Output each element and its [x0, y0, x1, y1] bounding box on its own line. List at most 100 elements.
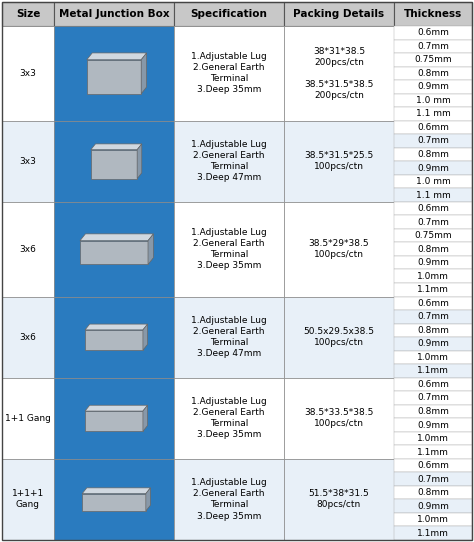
Polygon shape — [141, 53, 146, 94]
Bar — [2, 378, 54, 459]
Text: 1.Adjustable Lug
2.General Earth
Terminal
3.Deep 35mm: 1.Adjustable Lug 2.General Earth Termina… — [191, 52, 267, 94]
Polygon shape — [87, 53, 146, 60]
Bar — [394, 283, 472, 296]
Text: 38.5*33.5*38.5
100pcs/ctn: 38.5*33.5*38.5 100pcs/ctn — [304, 408, 374, 428]
Bar — [284, 2, 394, 26]
Text: 0.9mm: 0.9mm — [417, 421, 449, 429]
Text: 0.75mm: 0.75mm — [414, 231, 452, 240]
Text: 1.1 mm: 1.1 mm — [416, 109, 450, 118]
Text: 1.0 mm: 1.0 mm — [416, 96, 450, 105]
Bar — [394, 269, 472, 283]
Text: 0.6mm: 0.6mm — [417, 204, 449, 213]
Bar — [394, 418, 472, 432]
Text: 51.5*38*31.5
80pcs/ctn: 51.5*38*31.5 80pcs/ctn — [309, 489, 369, 509]
Bar — [54, 121, 174, 202]
Bar — [174, 26, 284, 121]
Bar — [394, 256, 472, 269]
Bar — [174, 378, 284, 459]
Text: 0.8mm: 0.8mm — [417, 69, 449, 78]
Bar — [2, 2, 54, 26]
Text: 1.0mm: 1.0mm — [417, 353, 449, 362]
Bar — [394, 53, 472, 67]
Bar — [174, 202, 284, 296]
Text: 1.Adjustable Lug
2.General Earth
Terminal
3.Deep 47mm: 1.Adjustable Lug 2.General Earth Termina… — [191, 140, 267, 183]
Bar — [54, 202, 174, 296]
Text: 38.5*29*38.5
100pcs/ctn: 38.5*29*38.5 100pcs/ctn — [309, 239, 369, 259]
Text: 1.Adjustable Lug
2.General Earth
Terminal
3.Deep 35mm: 1.Adjustable Lug 2.General Earth Termina… — [191, 228, 267, 270]
Text: 38.5*31.5*25.5
100pcs/ctn: 38.5*31.5*25.5 100pcs/ctn — [304, 151, 374, 171]
Bar — [2, 202, 54, 296]
Bar — [82, 494, 146, 511]
Text: 1+1 Gang: 1+1 Gang — [5, 414, 51, 423]
Bar — [394, 202, 472, 215]
Text: 1.0mm: 1.0mm — [417, 272, 449, 281]
Bar — [85, 411, 143, 431]
Bar — [394, 351, 472, 364]
Bar — [394, 26, 472, 40]
Bar — [284, 378, 394, 459]
Polygon shape — [146, 488, 150, 511]
Bar — [54, 2, 174, 26]
Bar — [394, 337, 472, 351]
Text: 1.1mm: 1.1mm — [417, 285, 449, 294]
Text: 0.75mm: 0.75mm — [414, 55, 452, 64]
Bar — [174, 2, 284, 26]
Bar — [54, 26, 174, 121]
Text: 0.6mm: 0.6mm — [417, 28, 449, 37]
Text: 0.7mm: 0.7mm — [417, 218, 449, 227]
Text: Packing Details: Packing Details — [293, 9, 384, 19]
Text: 1.1mm: 1.1mm — [417, 366, 449, 376]
Bar — [174, 121, 284, 202]
Text: Specification: Specification — [191, 9, 267, 19]
Text: 0.7mm: 0.7mm — [417, 393, 449, 403]
Bar — [85, 330, 143, 350]
Bar — [174, 296, 284, 378]
Text: 0.9mm: 0.9mm — [417, 164, 449, 172]
Text: 0.7mm: 0.7mm — [417, 42, 449, 51]
Polygon shape — [85, 324, 147, 330]
Bar — [394, 94, 472, 107]
Text: 0.9mm: 0.9mm — [417, 82, 449, 92]
Bar — [394, 446, 472, 459]
Bar — [394, 473, 472, 486]
Text: Metal Junction Box: Metal Junction Box — [59, 9, 169, 19]
Text: 1.Adjustable Lug
2.General Earth
Terminal
3.Deep 35mm: 1.Adjustable Lug 2.General Earth Termina… — [191, 478, 267, 520]
Text: 50.5x29.5x38.5
100pcs/ctn: 50.5x29.5x38.5 100pcs/ctn — [303, 327, 374, 347]
Text: 1+1+1
Gang: 1+1+1 Gang — [12, 489, 44, 509]
Text: 0.6mm: 0.6mm — [417, 123, 449, 132]
Bar — [394, 175, 472, 188]
Text: Thickness: Thickness — [404, 9, 462, 19]
Bar — [284, 26, 394, 121]
Bar — [394, 324, 472, 337]
Bar — [284, 296, 394, 378]
Text: 0.6mm: 0.6mm — [417, 461, 449, 470]
Text: 0.6mm: 0.6mm — [417, 380, 449, 389]
Bar — [2, 296, 54, 378]
Bar — [394, 526, 472, 540]
Text: 3x6: 3x6 — [19, 244, 36, 254]
Text: 3x3: 3x3 — [19, 69, 36, 78]
Bar — [87, 60, 141, 94]
Text: 0.8mm: 0.8mm — [417, 326, 449, 335]
Text: Size: Size — [16, 9, 40, 19]
Bar — [394, 134, 472, 148]
Bar — [394, 2, 472, 26]
Text: 0.9mm: 0.9mm — [417, 502, 449, 511]
Polygon shape — [143, 324, 147, 350]
Bar — [174, 459, 284, 540]
Bar — [394, 513, 472, 526]
Bar — [2, 121, 54, 202]
Bar — [394, 162, 472, 175]
Bar — [394, 391, 472, 405]
Text: 0.7mm: 0.7mm — [417, 312, 449, 321]
Text: 0.9mm: 0.9mm — [417, 339, 449, 349]
Bar — [2, 459, 54, 540]
Text: 1.Adjustable Lug
2.General Earth
Terminal
3.Deep 47mm: 1.Adjustable Lug 2.General Earth Termina… — [191, 316, 267, 358]
Bar — [394, 486, 472, 499]
Text: 1.0mm: 1.0mm — [417, 434, 449, 443]
Text: 0.7mm: 0.7mm — [417, 475, 449, 483]
Polygon shape — [91, 144, 142, 150]
Bar — [394, 67, 472, 80]
Bar — [394, 121, 472, 134]
Text: 1.1mm: 1.1mm — [417, 448, 449, 456]
